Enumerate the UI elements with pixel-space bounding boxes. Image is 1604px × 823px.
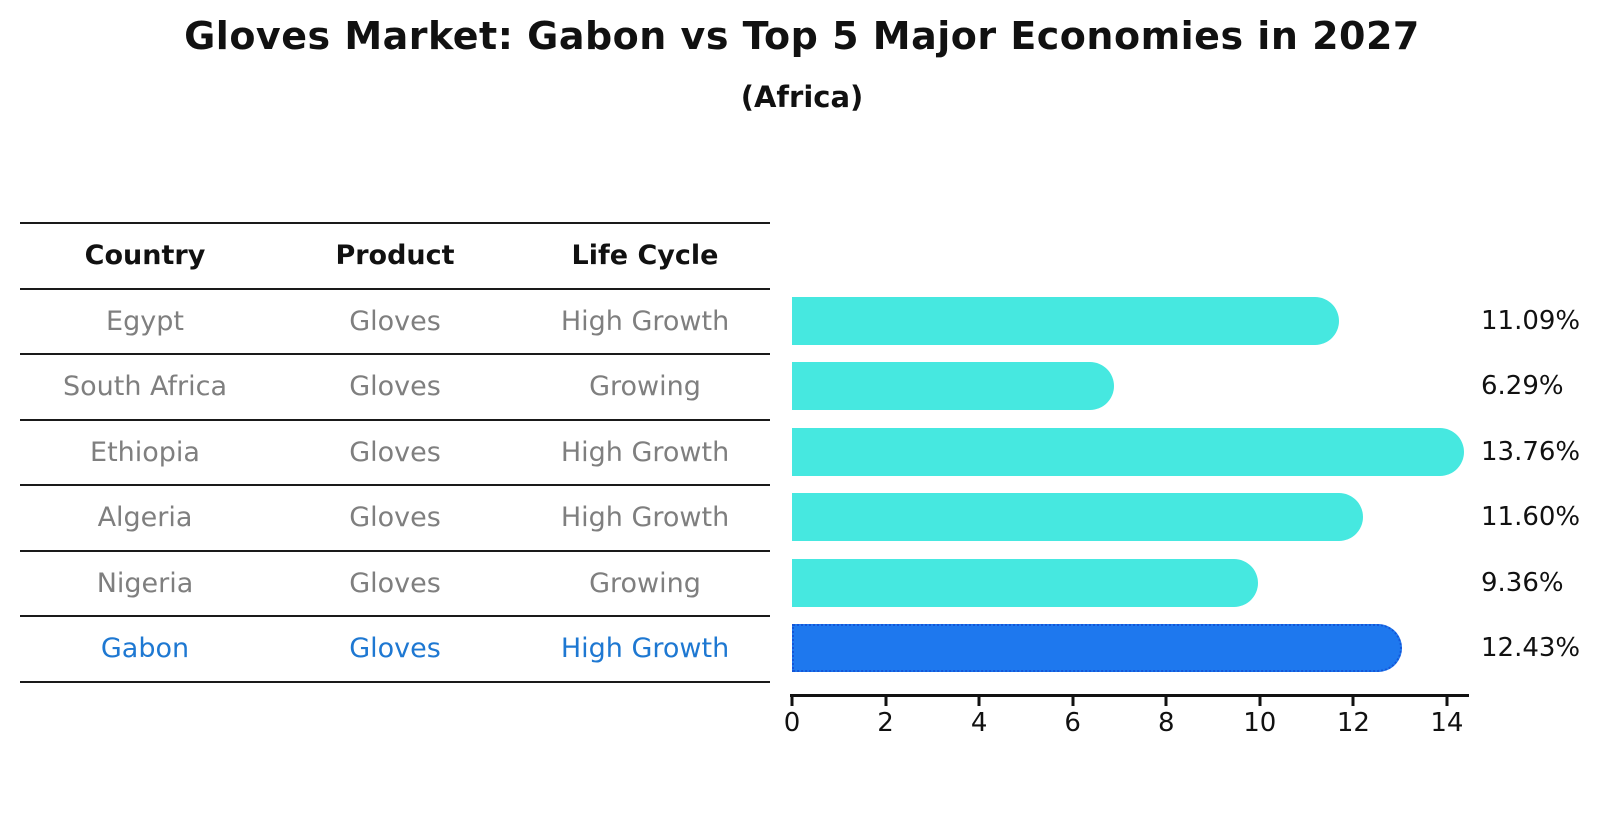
table-cell: Algeria [97,502,193,534]
table-cell: Nigeria [96,567,194,599]
value-label-nigeria: 9.36% [1481,567,1564,598]
x-tick-label-14: 14 [1430,708,1464,738]
table-cell: High Growth [560,502,730,534]
x-tick-mark-6 [1071,697,1075,706]
bar-nigeria [792,558,1258,607]
table-row-algeria: Algeria Gloves High Growth [20,486,770,552]
bar-algeria [792,493,1363,542]
bar-row-south-africa [792,354,1468,420]
country-info-table: Country Product Life Cycle Egypt Gloves High … [20,222,770,683]
table-cell: Growing [589,371,701,403]
table-cell: High Growth [560,633,730,665]
table-row-header: Country Product Life Cycle [20,224,770,290]
table-cell: Gloves [349,436,441,468]
x-tick-mark-4 [977,697,981,706]
chart-subtitle: (Africa) [740,80,864,114]
x-tick-label-12: 12 [1336,708,1370,738]
x-tick-label-10: 10 [1243,708,1277,738]
table-cell: Egypt [106,305,184,337]
x-tick-mark-10 [1258,697,1262,706]
bar-row-ethiopia [792,419,1468,485]
bar-row-algeria [792,485,1468,551]
bar-gabon [792,624,1402,673]
table-row-nigeria: Nigeria Gloves Growing [20,552,770,617]
bar-plot-area [792,288,1468,681]
bar-ethiopia [792,427,1464,476]
value-label-algeria: 11.60% [1481,502,1581,533]
table-cell: Product [335,240,455,272]
table-row-ethiopia: Ethiopia Gloves High Growth [20,421,770,486]
table-row-egypt: Egypt Gloves High Growth [20,290,770,355]
table-row-gabon: Gabon Gloves High Growth [20,617,770,683]
x-tick-mark-2 [884,697,888,706]
x-tick-label-2: 2 [877,708,894,738]
x-tick-mark-8 [1164,697,1168,706]
bar-row-gabon [792,616,1468,682]
value-label-gabon: 12.43% [1481,633,1581,664]
x-tick-label-6: 6 [1064,708,1081,738]
bar-south-africa [792,362,1115,411]
table-row-south-africa: South Africa Gloves Growing [20,355,770,421]
chart-title: Gloves Market: Gabon vs Top 5 Major Econ… [184,14,1420,58]
x-tick-label-0: 0 [783,708,801,738]
x-tick-label-8: 8 [1157,708,1175,738]
table-cell: High Growth [560,305,730,337]
x-tick-mark-12 [1351,697,1355,706]
table-cell: Growing [589,567,701,599]
x-tick-mark-14 [1445,697,1449,706]
table-cell: Country [84,240,206,272]
value-label-south-africa: 6.29% [1481,371,1564,402]
table-cell: South Africa [62,371,228,403]
bar-egypt [792,296,1339,345]
bar-row-nigeria [792,550,1468,616]
value-label-egypt: 11.09% [1481,305,1581,336]
x-tick-label-4: 4 [970,708,988,738]
table-cell: Gloves [349,633,441,665]
table-cell: Gloves [349,371,441,403]
table-cell: Life Cycle [571,240,719,272]
table-cell: Ethiopia [90,436,200,468]
x-tick-mark-0 [790,697,794,706]
table-cell: High Growth [560,436,730,468]
table-cell: Gloves [349,567,441,599]
x-axis-line [790,694,1469,697]
value-label-column: 11.09% 6.29% 13.76% 11.60% 9.36% 12.43% [1481,288,1601,681]
table-cell: Gloves [349,305,441,337]
bar-row-egypt [792,288,1468,354]
value-label-ethiopia: 13.76% [1481,436,1581,467]
table-cell: Gloves [349,502,441,534]
table-cell: Gabon [100,633,190,665]
